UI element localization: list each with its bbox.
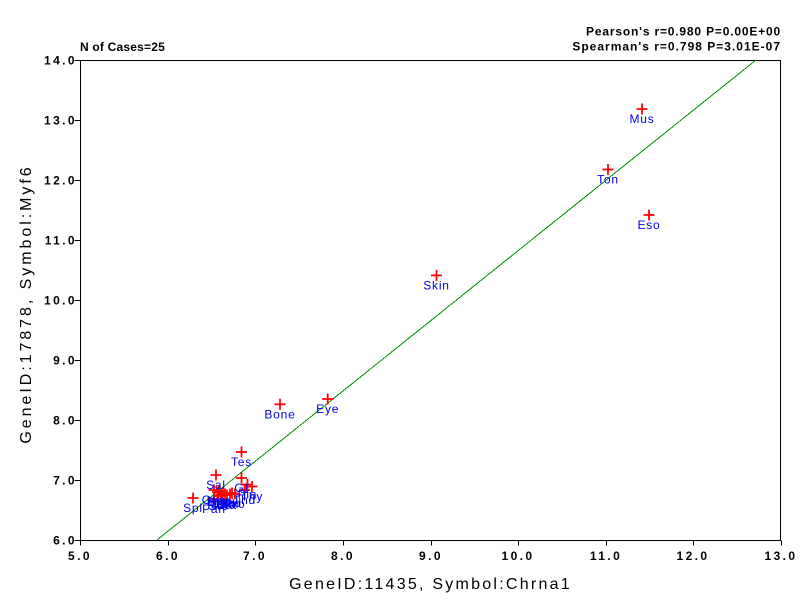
svg-text:Bla: Bla: [217, 498, 237, 512]
svg-text:GeneID:17878, Symbol:Myf6: GeneID:17878, Symbol:Myf6: [18, 164, 35, 443]
svg-text:7.0: 7.0: [243, 549, 267, 563]
svg-text:Kid: Kid: [222, 496, 242, 510]
svg-text:Thd: Thd: [233, 493, 256, 507]
svg-text:Adr: Adr: [219, 497, 240, 511]
svg-text:12.0: 12.0: [677, 549, 710, 563]
svg-text:Ova: Ova: [202, 493, 226, 507]
svg-text:5.0: 5.0: [68, 549, 92, 563]
svg-text:11.0: 11.0: [590, 549, 622, 563]
svg-text:7.0: 7.0: [53, 474, 77, 488]
svg-text:Liv: Liv: [214, 496, 232, 510]
svg-text:Sal: Sal: [206, 478, 226, 492]
svg-text:6.0: 6.0: [53, 534, 77, 548]
svg-text:Skin: Skin: [423, 278, 450, 292]
svg-text:GI: GI: [234, 481, 248, 495]
svg-text:6.0: 6.0: [156, 549, 180, 563]
svg-text:Ute: Ute: [210, 498, 231, 512]
svg-text:13.0: 13.0: [44, 114, 77, 128]
svg-text:N of Cases=25: N of Cases=25: [80, 40, 165, 54]
svg-text:Spl: Spl: [183, 501, 203, 515]
svg-text:Sto: Sto: [208, 499, 228, 513]
svg-text:10.0: 10.0: [502, 549, 535, 563]
svg-text:13.0: 13.0: [765, 549, 798, 563]
svg-text:12.0: 12.0: [44, 174, 77, 188]
svg-text:10.0: 10.0: [44, 294, 77, 308]
svg-text:Bra: Bra: [207, 495, 228, 509]
svg-text:Pearson's r=0.980 P=0.00E+00: Pearson's r=0.980 P=0.00E+00: [586, 25, 781, 39]
svg-text:9.0: 9.0: [419, 549, 443, 563]
svg-text:Tes: Tes: [231, 455, 252, 469]
svg-text:Eso: Eso: [637, 218, 660, 232]
svg-text:GeneID:11435, Symbol:Chrna1: GeneID:11435, Symbol:Chrna1: [289, 576, 572, 593]
svg-text:Pla: Pla: [238, 488, 258, 502]
svg-text:11.0: 11.0: [45, 234, 77, 248]
svg-text:Pro: Pro: [224, 497, 245, 511]
svg-text:9.0: 9.0: [53, 354, 77, 368]
svg-text:Eye: Eye: [316, 402, 339, 416]
svg-text:Thy: Thy: [241, 490, 263, 504]
svg-text:8.0: 8.0: [53, 414, 77, 428]
svg-text:Hea: Hea: [207, 494, 231, 508]
svg-text:Ton: Ton: [597, 173, 619, 187]
svg-text:Bone: Bone: [264, 407, 295, 421]
svg-text:Mus: Mus: [629, 112, 654, 126]
svg-text:Pan: Pan: [202, 502, 226, 516]
svg-text:8.0: 8.0: [331, 549, 355, 563]
svg-text:14.0: 14.0: [44, 54, 77, 68]
svg-text:Lun: Lun: [214, 497, 236, 511]
svg-text:Spearman's r=0.798 P=3.01E-07: Spearman's r=0.798 P=3.01E-07: [572, 40, 781, 54]
